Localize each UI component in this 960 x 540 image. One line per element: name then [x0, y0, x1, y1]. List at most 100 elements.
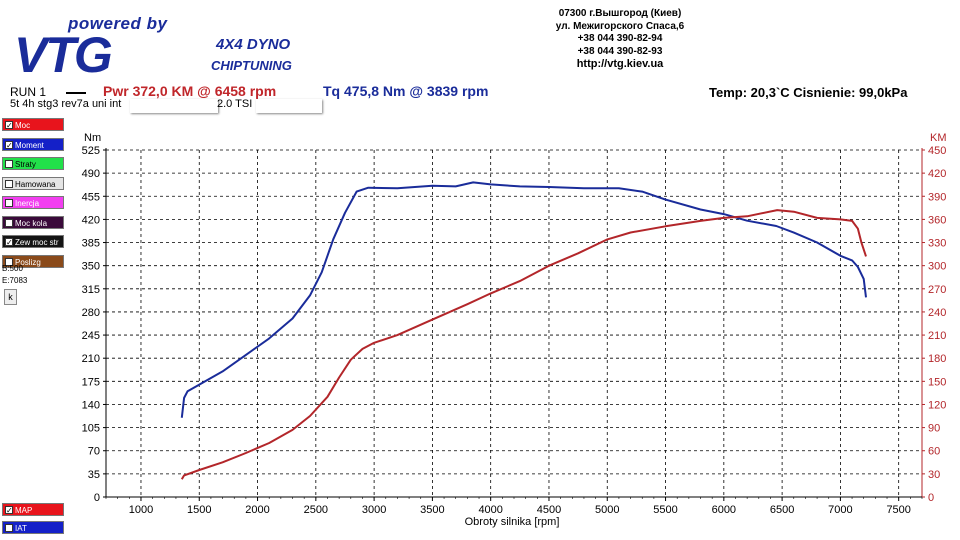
address-block: 07300 г.Вышгород (Киев) ул. Межигорского… — [540, 8, 700, 71]
y-tick-left: 350 — [82, 261, 100, 273]
x-tick-label: 1000 — [129, 504, 153, 516]
phone-line: +38 044 390-82-94 — [577, 33, 663, 44]
run-description: 5t 4h stg3 rev7a uni int — [10, 98, 122, 110]
x-tick-label: 1500 — [187, 504, 211, 516]
y-tick-right: 180 — [928, 353, 946, 365]
y-tick-right: 390 — [928, 191, 946, 203]
x-tick-label: 3500 — [420, 504, 444, 516]
website-url: http://vtg.kiev.ua — [576, 58, 664, 70]
y-tick-right: 450 — [928, 145, 946, 157]
legend-toggle-map[interactable]: ✓ MAP — [2, 503, 64, 516]
legend-toggle-poslizg[interactable]: Poslizg — [2, 254, 64, 268]
redacted-field — [256, 99, 322, 113]
legend-toggle-hamowana[interactable]: Hamowana — [2, 176, 64, 190]
checkbox[interactable]: ✓ — [5, 506, 13, 515]
logo-chiptuning: CHIPTUNING — [211, 58, 292, 73]
x-axis-label: Obroty silnika [rpm] — [465, 516, 560, 528]
logo-vtg: VTG — [14, 27, 113, 83]
y-tick-left: 525 — [82, 145, 100, 157]
address-line: ул. Межигорского Спаса,6 — [555, 20, 685, 32]
checkbox[interactable] — [5, 179, 13, 188]
y-tick-right: 300 — [928, 261, 946, 273]
y-tick-right: 210 — [928, 330, 946, 342]
legend-toggle-moc-kola[interactable]: Moc kola — [2, 215, 64, 229]
chart-labels: 0 0 35 30 70 60 105 90 140 120 175 150 210 180 245 210 2… — [82, 132, 947, 528]
legend-toggle-straty[interactable]: Straty — [2, 157, 64, 170]
y-tick-right: 420 — [928, 168, 946, 180]
y-tick-right: 270 — [928, 284, 946, 296]
y-tick-right: 330 — [928, 238, 946, 250]
power-peak: Pwr 372,0 KM @ 6458 rpm — [103, 83, 277, 99]
k-button[interactable]: k — [4, 289, 17, 305]
y-tick-right: 60 — [928, 446, 940, 458]
y-tick-left: 140 — [82, 399, 100, 411]
legend-label: Zew moc str — [15, 238, 59, 247]
address-line: 07300 г.Вышгород (Киев) — [558, 8, 682, 19]
run-label: RUN 1 — [10, 85, 47, 99]
y-axis-label-right: KM — [930, 132, 947, 144]
checkbox[interactable] — [5, 524, 13, 532]
legend-label: Inercja — [15, 199, 40, 208]
phone-line: +38 044 390-82-93 — [577, 45, 663, 57]
y-tick-right: 120 — [928, 399, 946, 411]
torque-peak: Tq 475,8 Nm @ 3839 rpm — [323, 83, 489, 99]
x-tick-label: 6500 — [770, 504, 794, 516]
legend-label: MAP — [15, 506, 33, 515]
y-tick-left: 315 — [82, 284, 100, 296]
y-tick-right: 30 — [928, 469, 940, 481]
y-tick-left: 420 — [82, 214, 100, 226]
y-tick-left: 245 — [82, 330, 100, 342]
legend-toggle-moment[interactable]: ✓ Moment — [2, 137, 64, 151]
logo-dyno: 4X4 DYNO — [216, 36, 291, 53]
conditions: Temp: 20,3`C Cisnienie: 99,0kPa — [709, 85, 908, 100]
chart-series — [180, 181, 867, 480]
logo-powered-by: powered by — [68, 14, 168, 33]
x-tick-label: 7000 — [828, 504, 852, 516]
y-tick-left: 105 — [82, 423, 100, 435]
chart-grid — [106, 149, 922, 498]
y-axis-label-left: Nm — [84, 132, 101, 144]
y-tick-right: 240 — [928, 307, 946, 319]
y-tick-left: 70 — [88, 446, 100, 458]
y-tick-right: 90 — [928, 423, 940, 435]
checkbox[interactable] — [5, 160, 13, 168]
y-tick-left: 35 — [88, 469, 100, 481]
x-tick-label: 4000 — [478, 504, 502, 516]
y-tick-left: 490 — [82, 168, 100, 180]
y-tick-right: 360 — [928, 214, 946, 226]
checkbox[interactable]: ✓ — [5, 121, 13, 130]
y-tick-left: 210 — [82, 353, 100, 365]
y-tick-left: 455 — [82, 191, 100, 203]
legend-toggle-moc[interactable]: ✓ Moc — [2, 118, 64, 131]
y-tick-right: 150 — [928, 376, 946, 388]
engine-label: 2.0 TSI — [217, 98, 253, 110]
legend-label: Moc — [15, 121, 31, 130]
x-tick-label: 5500 — [653, 504, 677, 516]
series-line-moc — [180, 209, 867, 480]
x-tick-label: 6000 — [712, 504, 736, 516]
x-tick-label: 2500 — [304, 504, 328, 516]
checkbox[interactable] — [5, 257, 13, 266]
x-tick-label: 2000 — [245, 504, 269, 516]
vtg-logo: powered by VTG 4X4 DYNO CHIPTUNING — [6, 8, 306, 83]
checkbox[interactable]: ✓ — [5, 140, 13, 150]
legend-label: Straty — [15, 160, 36, 169]
range-end: E:7083 — [2, 276, 28, 285]
legend-label: Poslizg — [15, 257, 41, 267]
run-line-sample — [66, 92, 86, 94]
legend-toggle-iat[interactable]: IAT — [2, 521, 64, 534]
legend-toggle-inercja[interactable]: Inercja — [2, 196, 64, 209]
redacted-field — [130, 99, 218, 113]
legend-toggle-zew-moc-str[interactable]: ✓ Zew moc str — [2, 235, 64, 248]
legend-label: IAT — [15, 524, 27, 533]
legend-label: Moment — [15, 140, 44, 150]
chart-axes — [103, 148, 925, 501]
range-begin: B:500 — [2, 264, 23, 273]
y-tick-left: 385 — [82, 238, 100, 250]
checkbox[interactable]: ✓ — [5, 238, 13, 247]
checkbox[interactable] — [5, 218, 13, 227]
x-tick-label: 5000 — [595, 504, 619, 516]
legend-label: Hamowana — [15, 179, 56, 189]
checkbox[interactable] — [5, 199, 13, 207]
